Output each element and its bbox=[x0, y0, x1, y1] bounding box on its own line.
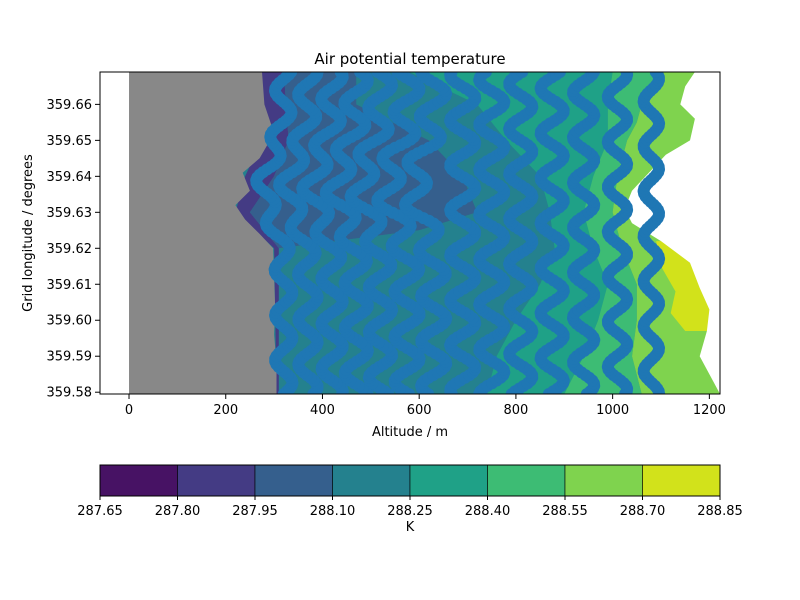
colorbar-swatch bbox=[254, 464, 333, 497]
colorbar: 287.65 287.80 287.95 288.10 288.25 288.40 288.… bbox=[77, 464, 743, 519]
right-blank-region bbox=[624, 72, 720, 394]
blank-region bbox=[624, 72, 720, 394]
y-tick-label: 359.58 bbox=[47, 386, 93, 401]
trajectory-column-10 bbox=[503, 72, 539, 394]
plot-area bbox=[100, 72, 720, 394]
colorbar-tick-label: 287.95 bbox=[232, 504, 278, 519]
trajectory-column-6 bbox=[371, 72, 426, 394]
y-tick-label: 359.62 bbox=[47, 242, 93, 257]
terrain-fill bbox=[100, 72, 277, 394]
colorbar-swatch bbox=[642, 464, 721, 497]
trajectory-point bbox=[649, 72, 662, 78]
trajectory-point bbox=[479, 72, 492, 78]
trajectory-column-12 bbox=[567, 72, 601, 394]
chart-title: Air potential temperature bbox=[314, 50, 505, 68]
plot-frame bbox=[99, 71, 721, 395]
colorbar-tick-label: 288.25 bbox=[387, 504, 433, 519]
colorbar-tick-label: 288.55 bbox=[542, 504, 588, 519]
trajectory-column-14 bbox=[637, 72, 666, 394]
y-tick-label: 359.60 bbox=[47, 314, 93, 329]
colorbar-swatch bbox=[487, 464, 566, 497]
colorbar-tick-label: 287.80 bbox=[155, 504, 201, 519]
x-tick-label: 0 bbox=[125, 403, 133, 418]
trajectory-column-13 bbox=[601, 72, 634, 394]
colorbar-swatch bbox=[332, 464, 411, 497]
colorbar-tick-label: 287.65 bbox=[77, 504, 123, 519]
y-tick-label: 359.63 bbox=[47, 206, 93, 221]
x-tick-label: 1200 bbox=[693, 403, 726, 418]
trajectory-point bbox=[371, 72, 384, 78]
colorbar-swatch bbox=[177, 464, 256, 497]
trajectory-point bbox=[516, 72, 529, 78]
colorbar-tick-label: 288.70 bbox=[620, 504, 666, 519]
x-axis-label: Altitude / m bbox=[372, 425, 448, 440]
trajectory-column-7 bbox=[399, 72, 453, 394]
trajectory-point bbox=[620, 72, 633, 78]
y-tick-label: 359.59 bbox=[47, 350, 93, 365]
trajectory-column-4 bbox=[319, 72, 374, 394]
y-tick-label: 359.66 bbox=[47, 98, 93, 113]
x-tick-label: 800 bbox=[503, 403, 528, 418]
trajectory-point bbox=[415, 72, 428, 78]
trajectory-column-2 bbox=[273, 72, 324, 394]
trajectory-point bbox=[311, 72, 324, 78]
trajectory-point bbox=[587, 72, 600, 78]
colorbar-tick-label: 288.85 bbox=[697, 504, 743, 519]
terrain-region bbox=[100, 72, 277, 394]
trajectory-column-9 bbox=[473, 72, 511, 394]
colorbar-tick-label: 288.40 bbox=[465, 504, 511, 519]
trajectory-point bbox=[391, 72, 404, 78]
colorbar-swatch bbox=[99, 464, 178, 497]
y-tick-label: 359.64 bbox=[47, 170, 93, 185]
trajectory-point bbox=[445, 72, 458, 78]
trajectory-column-3 bbox=[296, 72, 349, 394]
x-tick-label: 400 bbox=[310, 403, 335, 418]
left-blank-margin bbox=[100, 72, 130, 394]
trajectory-markers bbox=[250, 72, 666, 394]
y-tick-label: 359.65 bbox=[47, 134, 93, 149]
trajectory-point bbox=[553, 72, 566, 78]
trajectory-column-8 bbox=[444, 72, 482, 394]
x-axis: 0 200 400 600 800 1000 1200 bbox=[125, 394, 726, 418]
y-axis: 359.58 359.59 359.60 359.61 359.62 359.63 359.… bbox=[47, 98, 100, 401]
x-tick-label: 1000 bbox=[596, 403, 629, 418]
trajectory-point bbox=[354, 72, 367, 78]
colorbar-swatch bbox=[409, 464, 488, 497]
colorbar-label: K bbox=[406, 520, 415, 535]
y-tick-label: 359.61 bbox=[47, 278, 93, 293]
y-axis-label: Grid longitude / degrees bbox=[21, 154, 36, 312]
contour-zone-7 bbox=[656, 241, 715, 331]
trajectory-column-1 bbox=[250, 72, 299, 394]
colorbar-swatch bbox=[564, 464, 643, 497]
trajectory-column-11 bbox=[534, 72, 570, 394]
trajectory-column-5 bbox=[344, 72, 399, 394]
trajectory-point bbox=[285, 72, 298, 78]
colorbar-tick-label: 288.10 bbox=[310, 504, 356, 519]
x-tick-label: 600 bbox=[407, 403, 432, 418]
x-tick-label: 200 bbox=[213, 403, 238, 418]
trajectory-point bbox=[334, 72, 347, 78]
